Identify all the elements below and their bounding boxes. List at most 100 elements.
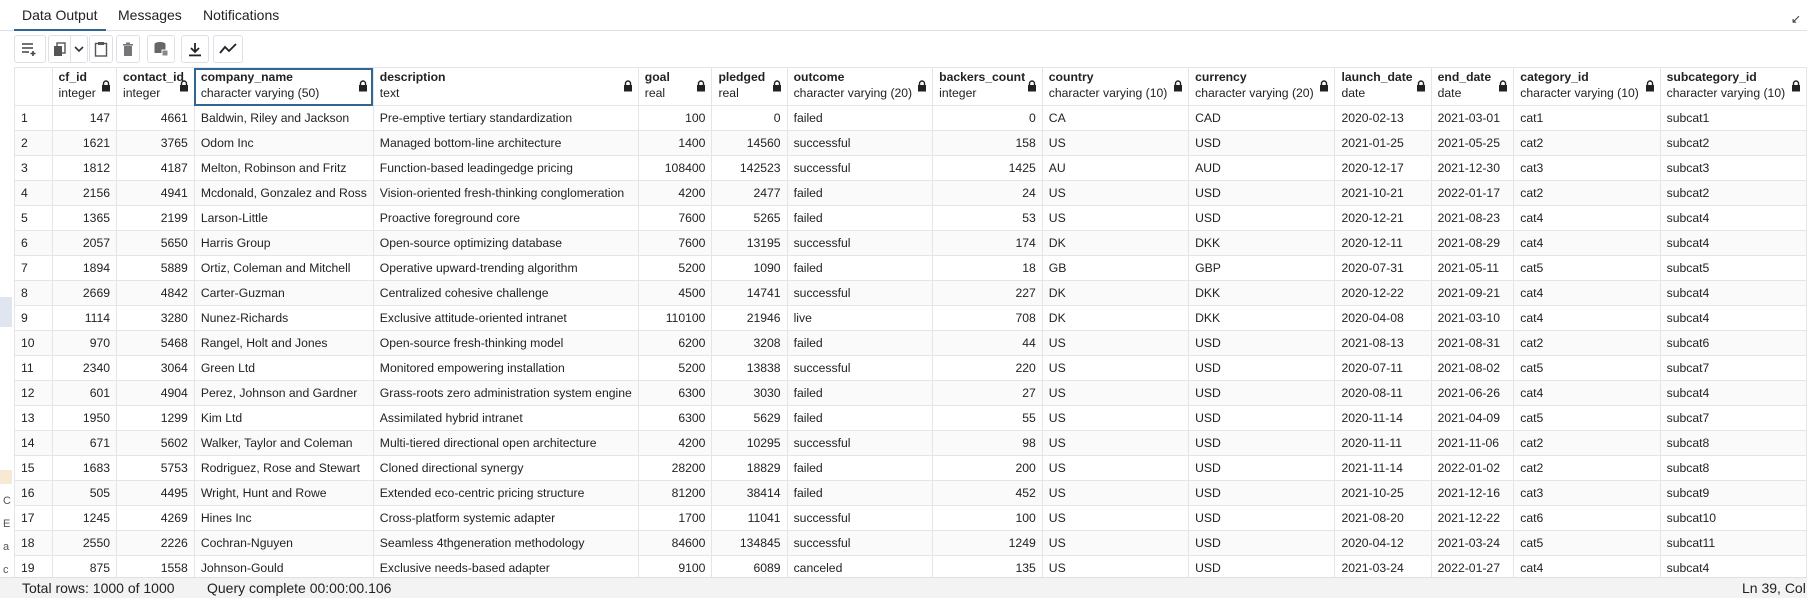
- table-cell[interactable]: 2020-12-11: [1334, 230, 1432, 256]
- table-cell[interactable]: failed: [786, 405, 934, 431]
- table-cell[interactable]: USD: [1188, 505, 1336, 531]
- table-cell[interactable]: Open-source optimizing database: [372, 230, 639, 256]
- table-row[interactable]: 8 2669 4842 Carter-Guzman Centralized cohesi…: [14, 280, 1807, 306]
- table-cell[interactable]: 505: [51, 480, 118, 506]
- table-cell[interactable]: Melton, Robinson and Fritz: [193, 155, 374, 181]
- column-header-currency[interactable]: currency character varying (20): [1188, 67, 1336, 106]
- table-cell[interactable]: 142523: [711, 155, 788, 181]
- table-cell[interactable]: 7600: [637, 205, 713, 231]
- table-cell[interactable]: Cochran-Nguyen: [193, 530, 374, 556]
- table-cell[interactable]: 2021-05-11: [1430, 255, 1515, 281]
- table-cell[interactable]: subcat2: [1659, 180, 1807, 206]
- table-cell[interactable]: cat5: [1513, 355, 1661, 381]
- table-cell[interactable]: 601: [51, 380, 118, 406]
- table-cell[interactable]: USD: [1188, 180, 1336, 206]
- table-cell[interactable]: DK: [1041, 280, 1190, 306]
- table-cell[interactable]: USD: [1188, 480, 1336, 506]
- table-row[interactable]: 7 1894 5889 Ortiz, Coleman and Mitchell Oper…: [14, 255, 1807, 281]
- table-cell[interactable]: 3064: [116, 355, 195, 381]
- table-cell[interactable]: 4200: [637, 180, 713, 206]
- copy-dropdown-button[interactable]: [70, 35, 88, 63]
- table-cell[interactable]: 4269: [116, 505, 195, 531]
- table-cell[interactable]: 1683: [51, 455, 118, 481]
- table-cell[interactable]: AUD: [1188, 155, 1336, 181]
- table-cell[interactable]: Assimilated hybrid intranet: [372, 405, 639, 431]
- table-cell[interactable]: 4200: [637, 430, 713, 456]
- table-cell[interactable]: 2022-01-27: [1430, 555, 1515, 577]
- table-cell[interactable]: 3030: [711, 380, 788, 406]
- table-cell[interactable]: 1245: [51, 505, 118, 531]
- table-cell[interactable]: 2669: [51, 280, 118, 306]
- table-cell[interactable]: 14741: [711, 280, 788, 306]
- table-cell[interactable]: 44: [932, 330, 1043, 356]
- table-cell[interactable]: 53: [932, 205, 1043, 231]
- table-cell[interactable]: Monitored empowering installation: [372, 355, 639, 381]
- column-header-end-date[interactable]: end_date date: [1430, 67, 1515, 106]
- table-cell[interactable]: US: [1041, 455, 1190, 481]
- table-cell[interactable]: Exclusive needs-based adapter: [372, 555, 639, 577]
- table-row[interactable]: 5 1365 2199 Larson-Little Proactive foregrou…: [14, 205, 1807, 231]
- table-cell[interactable]: 5200: [637, 255, 713, 281]
- table-cell[interactable]: US: [1041, 480, 1190, 506]
- table-cell[interactable]: cat2: [1513, 430, 1661, 456]
- table-row[interactable]: 19 875 1558 Johnson-Gould Exclusive needs-ba…: [14, 555, 1807, 577]
- table-cell[interactable]: successful: [786, 355, 934, 381]
- table-cell[interactable]: 2021-06-26: [1430, 380, 1515, 406]
- table-cell[interactable]: 0: [711, 105, 788, 131]
- table-cell[interactable]: cat2: [1513, 455, 1661, 481]
- table-cell[interactable]: 134845: [711, 530, 788, 556]
- row-number-cell[interactable]: 15: [14, 455, 53, 481]
- table-cell[interactable]: 2021-03-24: [1430, 530, 1515, 556]
- table-cell[interactable]: 2020-04-08: [1334, 305, 1432, 331]
- table-cell[interactable]: 2020-12-22: [1334, 280, 1432, 306]
- delete-button[interactable]: [116, 35, 140, 63]
- table-cell[interactable]: USD: [1188, 555, 1336, 577]
- table-cell[interactable]: 2021-08-23: [1430, 205, 1515, 231]
- table-cell[interactable]: 2057: [51, 230, 118, 256]
- row-number-cell[interactable]: 3: [14, 155, 53, 181]
- table-cell[interactable]: 7600: [637, 230, 713, 256]
- row-number-cell[interactable]: 6: [14, 230, 53, 256]
- column-header-goal[interactable]: goal real: [637, 67, 713, 106]
- column-header-contact-id[interactable]: contact_id integer: [116, 67, 195, 106]
- table-cell[interactable]: 4941: [116, 180, 195, 206]
- table-cell[interactable]: 100: [637, 105, 713, 131]
- paste-button[interactable]: [89, 35, 113, 63]
- table-cell[interactable]: 2020-11-14: [1334, 405, 1432, 431]
- table-cell[interactable]: subcat8: [1659, 455, 1807, 481]
- table-cell[interactable]: Green Ltd: [193, 355, 374, 381]
- table-cell[interactable]: GBP: [1188, 255, 1336, 281]
- table-cell[interactable]: 200: [932, 455, 1043, 481]
- table-cell[interactable]: failed: [786, 255, 934, 281]
- table-cell[interactable]: USD: [1188, 355, 1336, 381]
- table-cell[interactable]: 27: [932, 380, 1043, 406]
- table-cell[interactable]: 5889: [116, 255, 195, 281]
- table-cell[interactable]: 2020-11-11: [1334, 430, 1432, 456]
- table-cell[interactable]: Grass-roots zero administration system e…: [372, 380, 639, 406]
- table-cell[interactable]: 5200: [637, 355, 713, 381]
- table-cell[interactable]: USD: [1188, 530, 1336, 556]
- table-cell[interactable]: 2021-10-25: [1334, 480, 1432, 506]
- table-cell[interactable]: 1425: [932, 155, 1043, 181]
- table-cell[interactable]: 3765: [116, 130, 195, 156]
- table-cell[interactable]: 2021-12-16: [1430, 480, 1515, 506]
- table-cell[interactable]: successful: [786, 155, 934, 181]
- graph-visualiser-button[interactable]: [213, 35, 243, 63]
- column-header-country[interactable]: country character varying (10): [1041, 67, 1190, 106]
- table-row[interactable]: 11 2340 3064 Green Ltd Monitored empowering …: [14, 355, 1807, 381]
- row-number-cell[interactable]: 17: [14, 505, 53, 531]
- column-header-subcategory-id[interactable]: subcategory_id character varying (10): [1659, 67, 1807, 106]
- table-cell[interactable]: cat4: [1513, 305, 1661, 331]
- table-cell[interactable]: 2021-08-02: [1430, 355, 1515, 381]
- table-cell[interactable]: 5602: [116, 430, 195, 456]
- table-cell[interactable]: 220: [932, 355, 1043, 381]
- table-row[interactable]: 16 505 4495 Wright, Hunt and Rowe Extended e…: [14, 480, 1807, 506]
- table-cell[interactable]: failed: [786, 455, 934, 481]
- table-cell[interactable]: successful: [786, 530, 934, 556]
- tab-data-output[interactable]: Data Output: [14, 0, 106, 31]
- row-number-cell[interactable]: 2: [14, 130, 53, 156]
- table-cell[interactable]: 5265: [711, 205, 788, 231]
- table-cell[interactable]: CA: [1041, 105, 1190, 131]
- table-cell[interactable]: Centralized cohesive challenge: [372, 280, 639, 306]
- table-cell[interactable]: USD: [1188, 130, 1336, 156]
